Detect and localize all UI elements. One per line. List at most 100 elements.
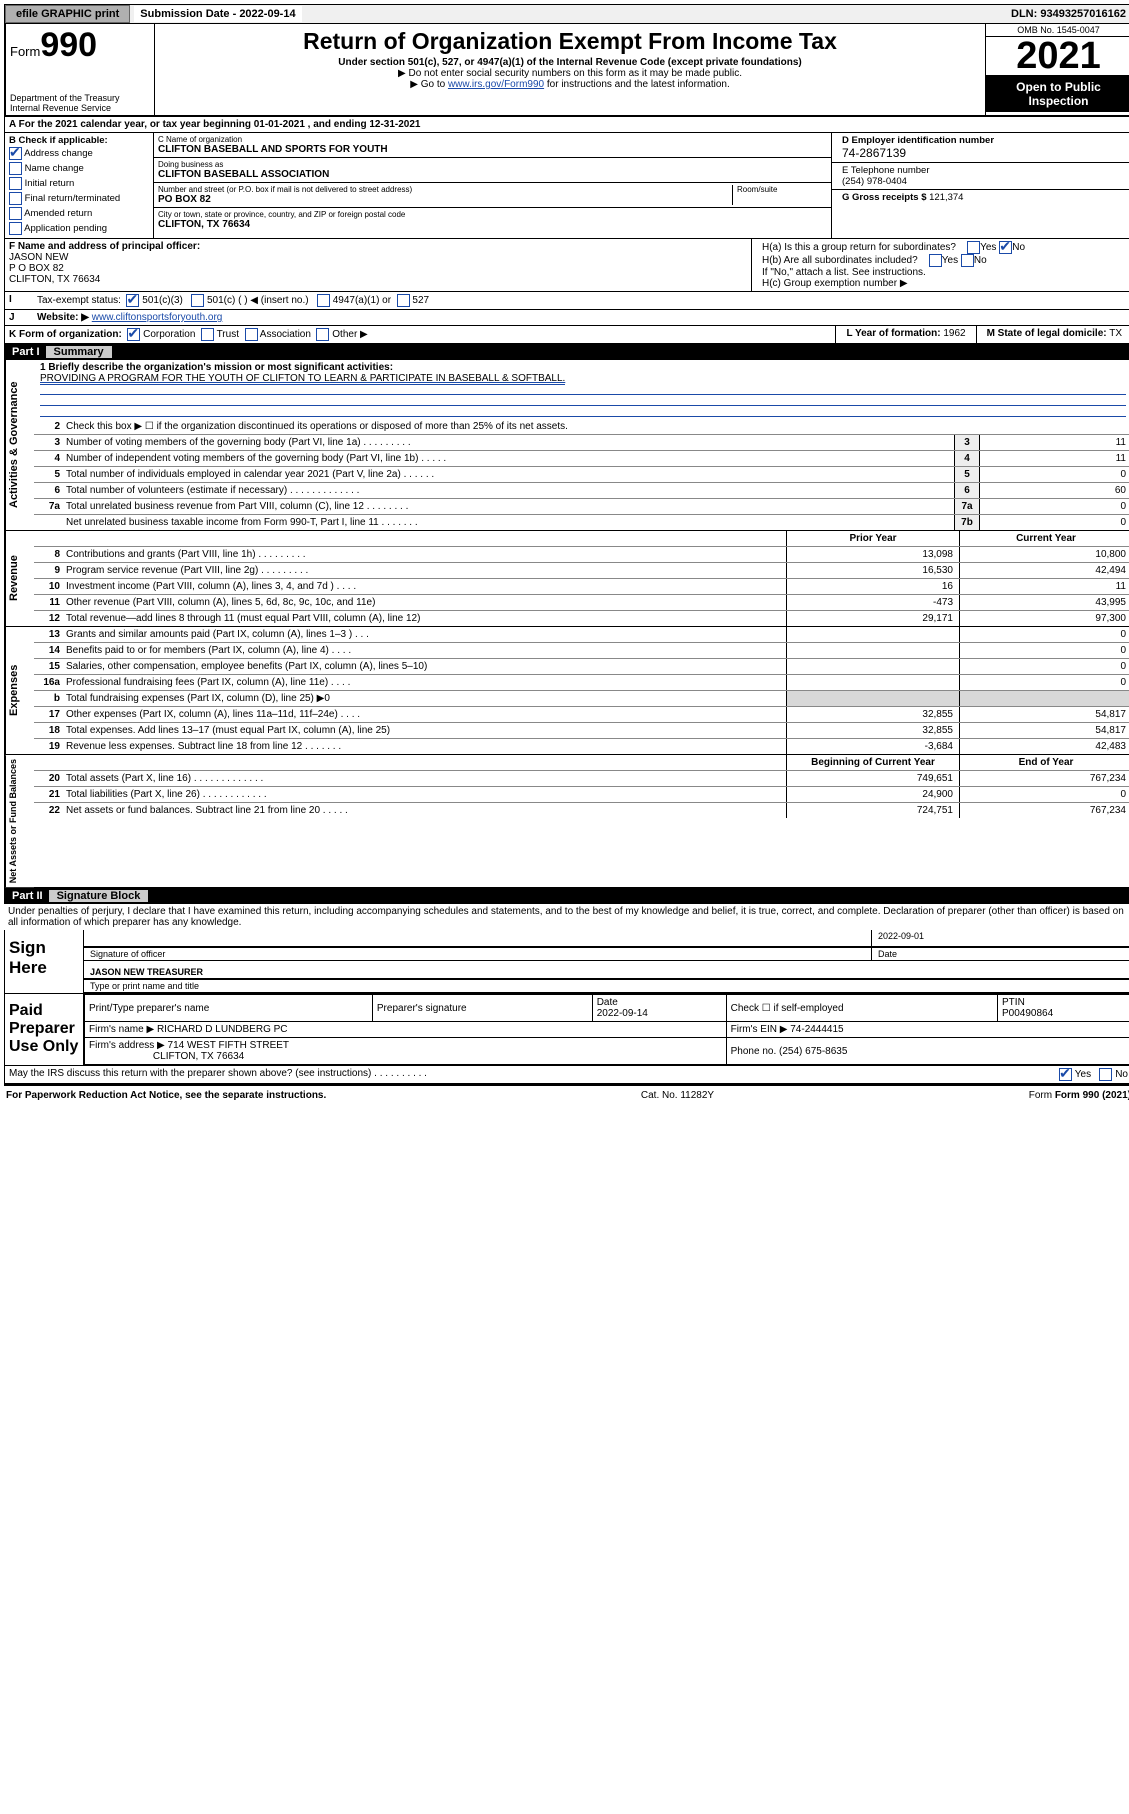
chk-501c[interactable] (191, 294, 204, 307)
line-a-taxyear: A For the 2021 calendar year, or tax yea… (4, 117, 1129, 133)
paid-preparer-block: Paid Preparer Use Only Print/Type prepar… (4, 994, 1129, 1066)
opt-501c3: 501(c)(3) (142, 295, 183, 306)
chk-corp[interactable] (127, 328, 140, 341)
opt-trust: Trust (217, 329, 239, 340)
table-row: 8 Contributions and grants (Part VIII, l… (34, 547, 1129, 563)
table-row: 9 Program service revenue (Part VIII, li… (34, 563, 1129, 579)
chk-other[interactable] (316, 328, 329, 341)
may-irs-row: May the IRS discuss this return with the… (4, 1066, 1129, 1084)
gross-receipts-label: G Gross receipts $ (842, 192, 926, 203)
gov-line: 5 Total number of individuals employed i… (34, 467, 1129, 483)
mission-label: 1 Briefly describe the organization's mi… (40, 362, 393, 373)
gov-line: 7a Total unrelated business revenue from… (34, 499, 1129, 515)
chk-may-irs-no[interactable] (1099, 1068, 1112, 1081)
opt-other: Other ▶ (332, 329, 367, 340)
city-value: CLIFTON, TX 76634 (158, 219, 250, 230)
chk-name-change[interactable]: Name change (9, 161, 149, 176)
org-info-block: B Check if applicable: Address change Na… (4, 133, 1129, 239)
chk-app-pending[interactable]: Application pending (9, 221, 149, 236)
chk-assoc[interactable] (245, 328, 258, 341)
chk-trust[interactable] (201, 328, 214, 341)
signature-block: Sign Here Signature of officer 2022-09-0… (4, 930, 1129, 994)
gross-receipts-value: 121,374 (929, 192, 963, 203)
irs-label: Internal Revenue Service (10, 103, 150, 113)
no-lbl: No (1012, 242, 1025, 253)
opt-corp: Corporation (143, 329, 195, 340)
perjury-statement: Under penalties of perjury, I declare th… (4, 904, 1129, 930)
pra-notice: For Paperwork Reduction Act Notice, see … (6, 1090, 326, 1101)
chk-address-change[interactable]: Address change (9, 146, 149, 161)
chk-501c3[interactable] (126, 294, 139, 307)
phone-label: E Telephone number (842, 165, 930, 176)
na-header-row: Beginning of Current Year End of Year (34, 755, 1129, 771)
table-row: b Total fundraising expenses (Part IX, c… (34, 691, 1129, 707)
page-footer: For Paperwork Reduction Act Notice, see … (4, 1084, 1129, 1105)
table-row: 20 Total assets (Part X, line 16) . . . … (34, 771, 1129, 787)
no-lbl-2: No (974, 255, 987, 266)
sign-here-label: Sign Here (5, 930, 83, 993)
may-irs-text: May the IRS discuss this return with the… (9, 1068, 1059, 1081)
room-label: Room/suite (737, 185, 827, 194)
officer-group-block: F Name and address of principal officer:… (4, 239, 1129, 292)
table-row: 22 Net assets or fund balances. Subtract… (34, 803, 1129, 818)
table-row: 21 Total liabilities (Part X, line 26) .… (34, 787, 1129, 803)
opt-4947: 4947(a)(1) or (333, 295, 391, 306)
dba-value: CLIFTON BASEBALL ASSOCIATION (158, 169, 329, 180)
sig-date: 2022-09-01 (872, 930, 1129, 948)
h-a-row: H(a) Is this a group return for subordin… (762, 241, 1122, 254)
chk-may-irs-yes[interactable] (1059, 1068, 1072, 1081)
chk-lbl-5: Application pending (24, 223, 107, 234)
box-b-header: B Check if applicable: (9, 135, 108, 146)
line-a-text: For the 2021 calendar year, or tax year … (19, 119, 421, 130)
table-row: 11 Other revenue (Part VIII, column (A),… (34, 595, 1129, 611)
chk-4947[interactable] (317, 294, 330, 307)
rev-header-row: Prior Year Current Year (34, 531, 1129, 547)
opt-527: 527 (412, 295, 429, 306)
part-1-header: Part I Summary (4, 344, 1129, 360)
chk-amended[interactable]: Amended return (9, 206, 149, 221)
website-link[interactable]: www.cliftonsportsforyouth.org (92, 312, 223, 323)
chk-lbl-1: Name change (25, 163, 84, 174)
sig-officer-label: Signature of officer (84, 948, 871, 961)
form-990-num: 990 (40, 26, 97, 64)
officer-addr1: P O BOX 82 (9, 263, 64, 274)
gov-line: Net unrelated business taxable income fr… (34, 515, 1129, 530)
net-assets-section: Net Assets or Fund Balances Beginning of… (4, 755, 1129, 888)
open-to-public: Open to Public Inspection (986, 76, 1129, 112)
governance-section: Activities & Governance 1 Briefly descri… (4, 360, 1129, 531)
form-subtitle: Under section 501(c), 527, or 4947(a)(1)… (163, 57, 977, 68)
form-org-row: K Form of organization: Corporation Trus… (4, 326, 1129, 344)
type-name-label: Type or print name and title (84, 980, 1129, 993)
paid-preparer-label: Paid Preparer Use Only (5, 994, 83, 1065)
chk-initial-return[interactable]: Initial return (9, 176, 149, 191)
form-footer: Form 990 (2021) (1055, 1090, 1129, 1101)
irs-link[interactable]: www.irs.gov/Form990 (448, 79, 544, 90)
opt-501c: 501(c) ( ) ◀ (insert no.) (207, 295, 309, 306)
chk-527[interactable] (397, 294, 410, 307)
expenses-section: Expenses 13 Grants and similar amounts p… (4, 627, 1129, 755)
end-year-hdr: End of Year (959, 755, 1129, 770)
mission-block: 1 Briefly describe the organization's mi… (34, 360, 1129, 419)
prep-name-hdr: Print/Type preparer's name (85, 995, 373, 1022)
revenue-section: Revenue Prior Year Current Year 8 Contri… (4, 531, 1129, 627)
officer-addr2: CLIFTON, TX 76634 (9, 274, 100, 285)
table-row: 14 Benefits paid to or for members (Part… (34, 643, 1129, 659)
instructions-link-row: ▶ Go to www.irs.gov/Form990 for instruct… (163, 79, 977, 90)
h-b-row: H(b) Are all subordinates included? Yes … (762, 254, 1122, 267)
sidebar-revenue: Revenue (5, 531, 34, 626)
city-label: City or town, state or province, country… (158, 210, 827, 219)
part-2-title: Signature Block (49, 890, 149, 902)
domicile-label: M State of legal domicile: (987, 328, 1107, 339)
form-footer-prefix: Form (1029, 1090, 1055, 1101)
table-row: 18 Total expenses. Add lines 13–17 (must… (34, 723, 1129, 739)
mission-text: PROVIDING A PROGRAM FOR THE YOUTH OF CLI… (40, 373, 565, 385)
opt-assoc: Association (260, 329, 311, 340)
chk-final-return[interactable]: Final return/terminated (9, 191, 149, 206)
h-c-label: H(c) Group exemption number ▶ (762, 278, 1122, 289)
table-row: 16a Professional fundraising fees (Part … (34, 675, 1129, 691)
table-row: 10 Investment income (Part VIII, column … (34, 579, 1129, 595)
website-row: J Website: ▶ www.cliftonsportsforyouth.o… (4, 310, 1129, 326)
prep-date-val: 2022-09-14 (597, 1008, 648, 1019)
ein-value: 74-2867139 (842, 146, 906, 160)
tax-status-label: Tax-exempt status: (37, 295, 121, 306)
